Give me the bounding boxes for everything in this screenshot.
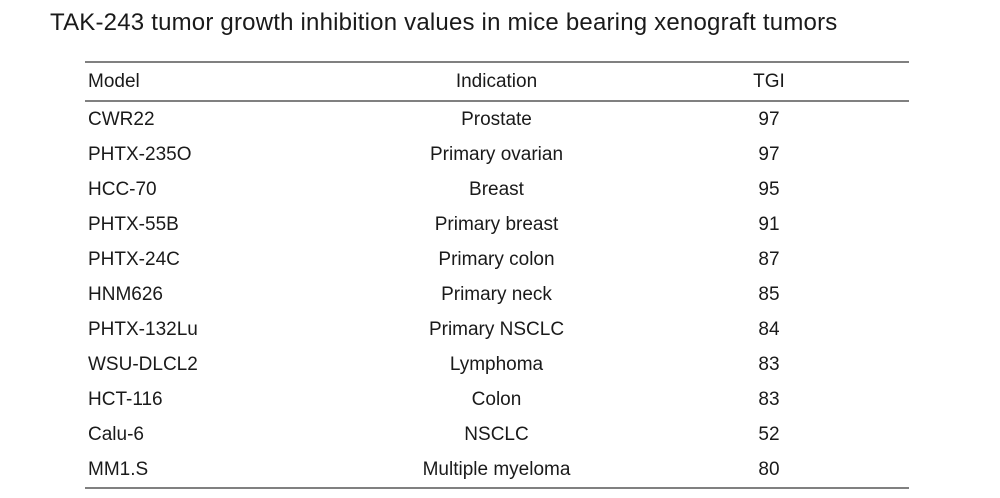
model-cell: HCT-116 [88, 388, 163, 410]
indication-cell: Primary NSCLC [428, 318, 565, 340]
indication-cell: Breast [469, 178, 524, 200]
tgi-cell: 80 [758, 458, 780, 480]
model-cell: PHTX-24C [88, 248, 180, 270]
table-header-row: Model Indication TGI [85, 63, 909, 102]
table-row: CWR22 Prostate 97 [85, 102, 909, 137]
indication-cell: Primary ovarian [429, 143, 564, 165]
model-cell: WSU-DLCL2 [88, 353, 198, 375]
model-cell: HCC-70 [88, 178, 157, 200]
tgi-cell: 95 [758, 178, 780, 200]
table-row: HCC-70 Breast 95 [85, 172, 909, 207]
tgi-cell: 83 [758, 353, 780, 375]
model-cell: Calu-6 [88, 423, 144, 445]
table-row: PHTX-235O Primary ovarian 97 [85, 137, 909, 172]
indication-cell: Colon [471, 388, 522, 410]
model-cell: PHTX-132Lu [88, 318, 198, 340]
table-row: PHTX-55B Primary breast 91 [85, 207, 909, 242]
indication-cell: Prostate [461, 108, 532, 130]
tgi-cell: 91 [758, 213, 780, 235]
indication-cell: Primary breast [434, 213, 559, 235]
column-header-model: Model [88, 70, 140, 92]
model-cell: CWR22 [88, 108, 155, 130]
indication-cell: NSCLC [464, 423, 529, 445]
indication-cell: Primary colon [438, 248, 555, 270]
table-row: WSU-DLCL2 Lymphoma 83 [85, 347, 909, 382]
indication-cell: Primary neck [441, 283, 552, 305]
tgi-cell: 85 [758, 283, 780, 305]
indication-cell: Multiple myeloma [422, 458, 571, 480]
tgi-cell: 52 [758, 423, 780, 445]
model-cell: MM1.S [88, 458, 149, 480]
tgi-cell: 83 [758, 388, 780, 410]
table-row: PHTX-24C Primary colon 87 [85, 242, 909, 277]
tgi-cell: 97 [758, 108, 780, 130]
tgi-table: Model Indication TGI CWR22 Prostate 97 PHTX… [85, 61, 909, 489]
model-cell: HNM626 [88, 283, 163, 305]
table-row: Calu-6 NSCLC 52 [85, 417, 909, 452]
indication-cell: Lymphoma [449, 353, 544, 375]
table-body: CWR22 Prostate 97 PHTX-235O Primary ovarian 9… [85, 102, 909, 487]
tgi-cell: 87 [758, 248, 780, 270]
tgi-cell: 84 [758, 318, 780, 340]
table-row: HNM626 Primary neck 85 [85, 277, 909, 312]
table-title: TAK-243 tumor growth inhibition values i… [50, 9, 838, 36]
column-header-tgi: TGI [753, 70, 785, 92]
model-cell: PHTX-235O [88, 143, 192, 165]
table-row: MM1.S Multiple myeloma 80 [85, 452, 909, 487]
tgi-cell: 97 [758, 143, 780, 165]
table-row: PHTX-132Lu Primary NSCLC 84 [85, 312, 909, 347]
model-cell: PHTX-55B [88, 213, 179, 235]
table-row: HCT-116 Colon 83 [85, 382, 909, 417]
column-header-indication: Indication [455, 70, 538, 92]
